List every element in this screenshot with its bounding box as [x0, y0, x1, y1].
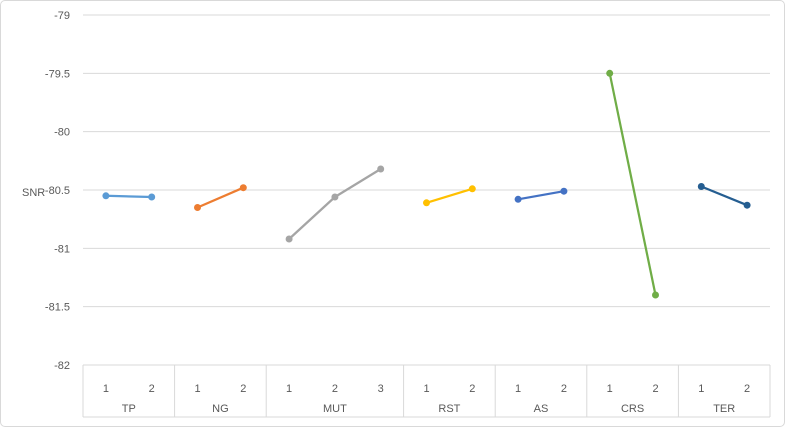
data-point-NG-2 [239, 184, 247, 192]
data-point-TP-1 [102, 192, 110, 200]
level-label-CRS-2: 2 [652, 383, 658, 395]
level-label-RST-2: 2 [469, 383, 475, 395]
series-line-MUT [287, 167, 382, 241]
y-tick-label: -82 [54, 360, 70, 372]
y-tick-label: -79.5 [45, 68, 70, 80]
data-point-MUT-1 [285, 235, 293, 243]
level-label-TP-1: 1 [103, 383, 109, 395]
series-line-AS [516, 190, 566, 201]
level-label-TP-2: 2 [149, 383, 155, 395]
factor-label-TER: TER [713, 403, 735, 415]
data-point-AS-2 [560, 187, 568, 195]
factor-label-NG: NG [212, 403, 229, 415]
series-line-TP [104, 194, 153, 199]
level-label-MUT-3: 3 [378, 383, 384, 395]
level-label-MUT-2: 2 [332, 383, 338, 395]
y-tick-label: -80.5 [45, 185, 70, 197]
factor-label-AS: AS [534, 403, 549, 415]
y-tick-label: -79 [54, 10, 70, 22]
factor-label-CRS: CRS [621, 403, 644, 415]
level-label-NG-1: 1 [194, 383, 200, 395]
data-point-MUT-3 [377, 165, 385, 173]
factor-label-MUT: MUT [323, 403, 347, 415]
factor-label-TP: TP [122, 403, 136, 415]
y-tick-label: -80 [54, 127, 70, 139]
data-point-AS-1 [514, 195, 522, 203]
data-point-TER-1 [697, 183, 705, 190]
y-tick-label: -81.5 [45, 302, 70, 314]
y-axis-title: SNR [22, 187, 46, 199]
level-label-NG-2: 2 [240, 383, 246, 395]
data-point-RST-2 [468, 185, 476, 193]
level-label-TER-2: 2 [744, 383, 750, 395]
level-label-MUT-1: 1 [286, 383, 292, 395]
series-line-NG [196, 186, 245, 209]
level-label-TER-1: 1 [698, 383, 704, 395]
level-label-CRS-1: 1 [607, 383, 613, 395]
series-line-RST [425, 187, 474, 204]
data-point-CRS-2 [652, 291, 659, 299]
factor-label-RST: RST [438, 403, 460, 415]
level-label-AS-1: 1 [515, 383, 521, 395]
data-point-TP-2 [148, 193, 156, 201]
level-label-RST-1: 1 [423, 383, 429, 395]
data-point-RST-1 [423, 199, 430, 207]
data-point-CRS-1 [606, 69, 614, 77]
series-line-CRS [608, 72, 657, 297]
series-line-TER [700, 185, 749, 207]
level-label-AS-2: 2 [561, 383, 567, 395]
data-point-TER-2 [743, 201, 751, 209]
data-point-MUT-2 [331, 193, 339, 201]
data-point-NG-1 [194, 204, 201, 211]
y-tick-label: -81 [54, 243, 70, 255]
